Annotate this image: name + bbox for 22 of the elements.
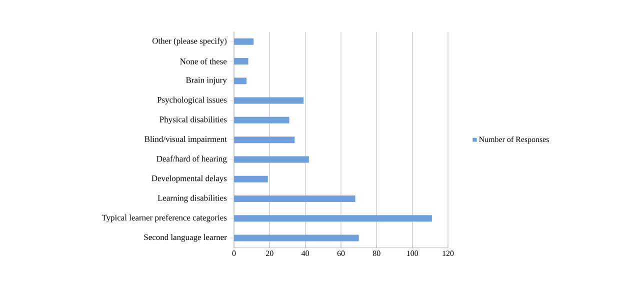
y-tick-label: None of these xyxy=(180,58,227,64)
y-tick-label: Developmental delays xyxy=(152,175,227,183)
y-tick-label: Learning disabilities xyxy=(158,194,227,203)
y-tick-label: Blind/visual impairment xyxy=(144,136,227,144)
y-tick-label: Physical disabilities xyxy=(160,116,227,124)
bar xyxy=(234,58,248,65)
bar xyxy=(234,176,268,182)
bar xyxy=(234,116,290,124)
y-tick-label: Second language learner xyxy=(144,234,227,242)
bar xyxy=(234,78,246,84)
y-tick-label: Psychological issues xyxy=(157,96,227,104)
bar xyxy=(234,156,309,163)
y-tick-label: Typical learner preference categories xyxy=(102,214,227,222)
y-tick-label: Deaf/hard of hearing xyxy=(156,156,227,164)
bar xyxy=(234,136,295,144)
bar xyxy=(234,234,359,242)
y-tick-label: Other (please specify) xyxy=(152,38,227,46)
bar xyxy=(234,195,356,202)
bar xyxy=(234,38,254,45)
y-tick-label: Brain injury xyxy=(186,77,227,85)
bar xyxy=(234,97,304,104)
bar xyxy=(234,215,432,222)
